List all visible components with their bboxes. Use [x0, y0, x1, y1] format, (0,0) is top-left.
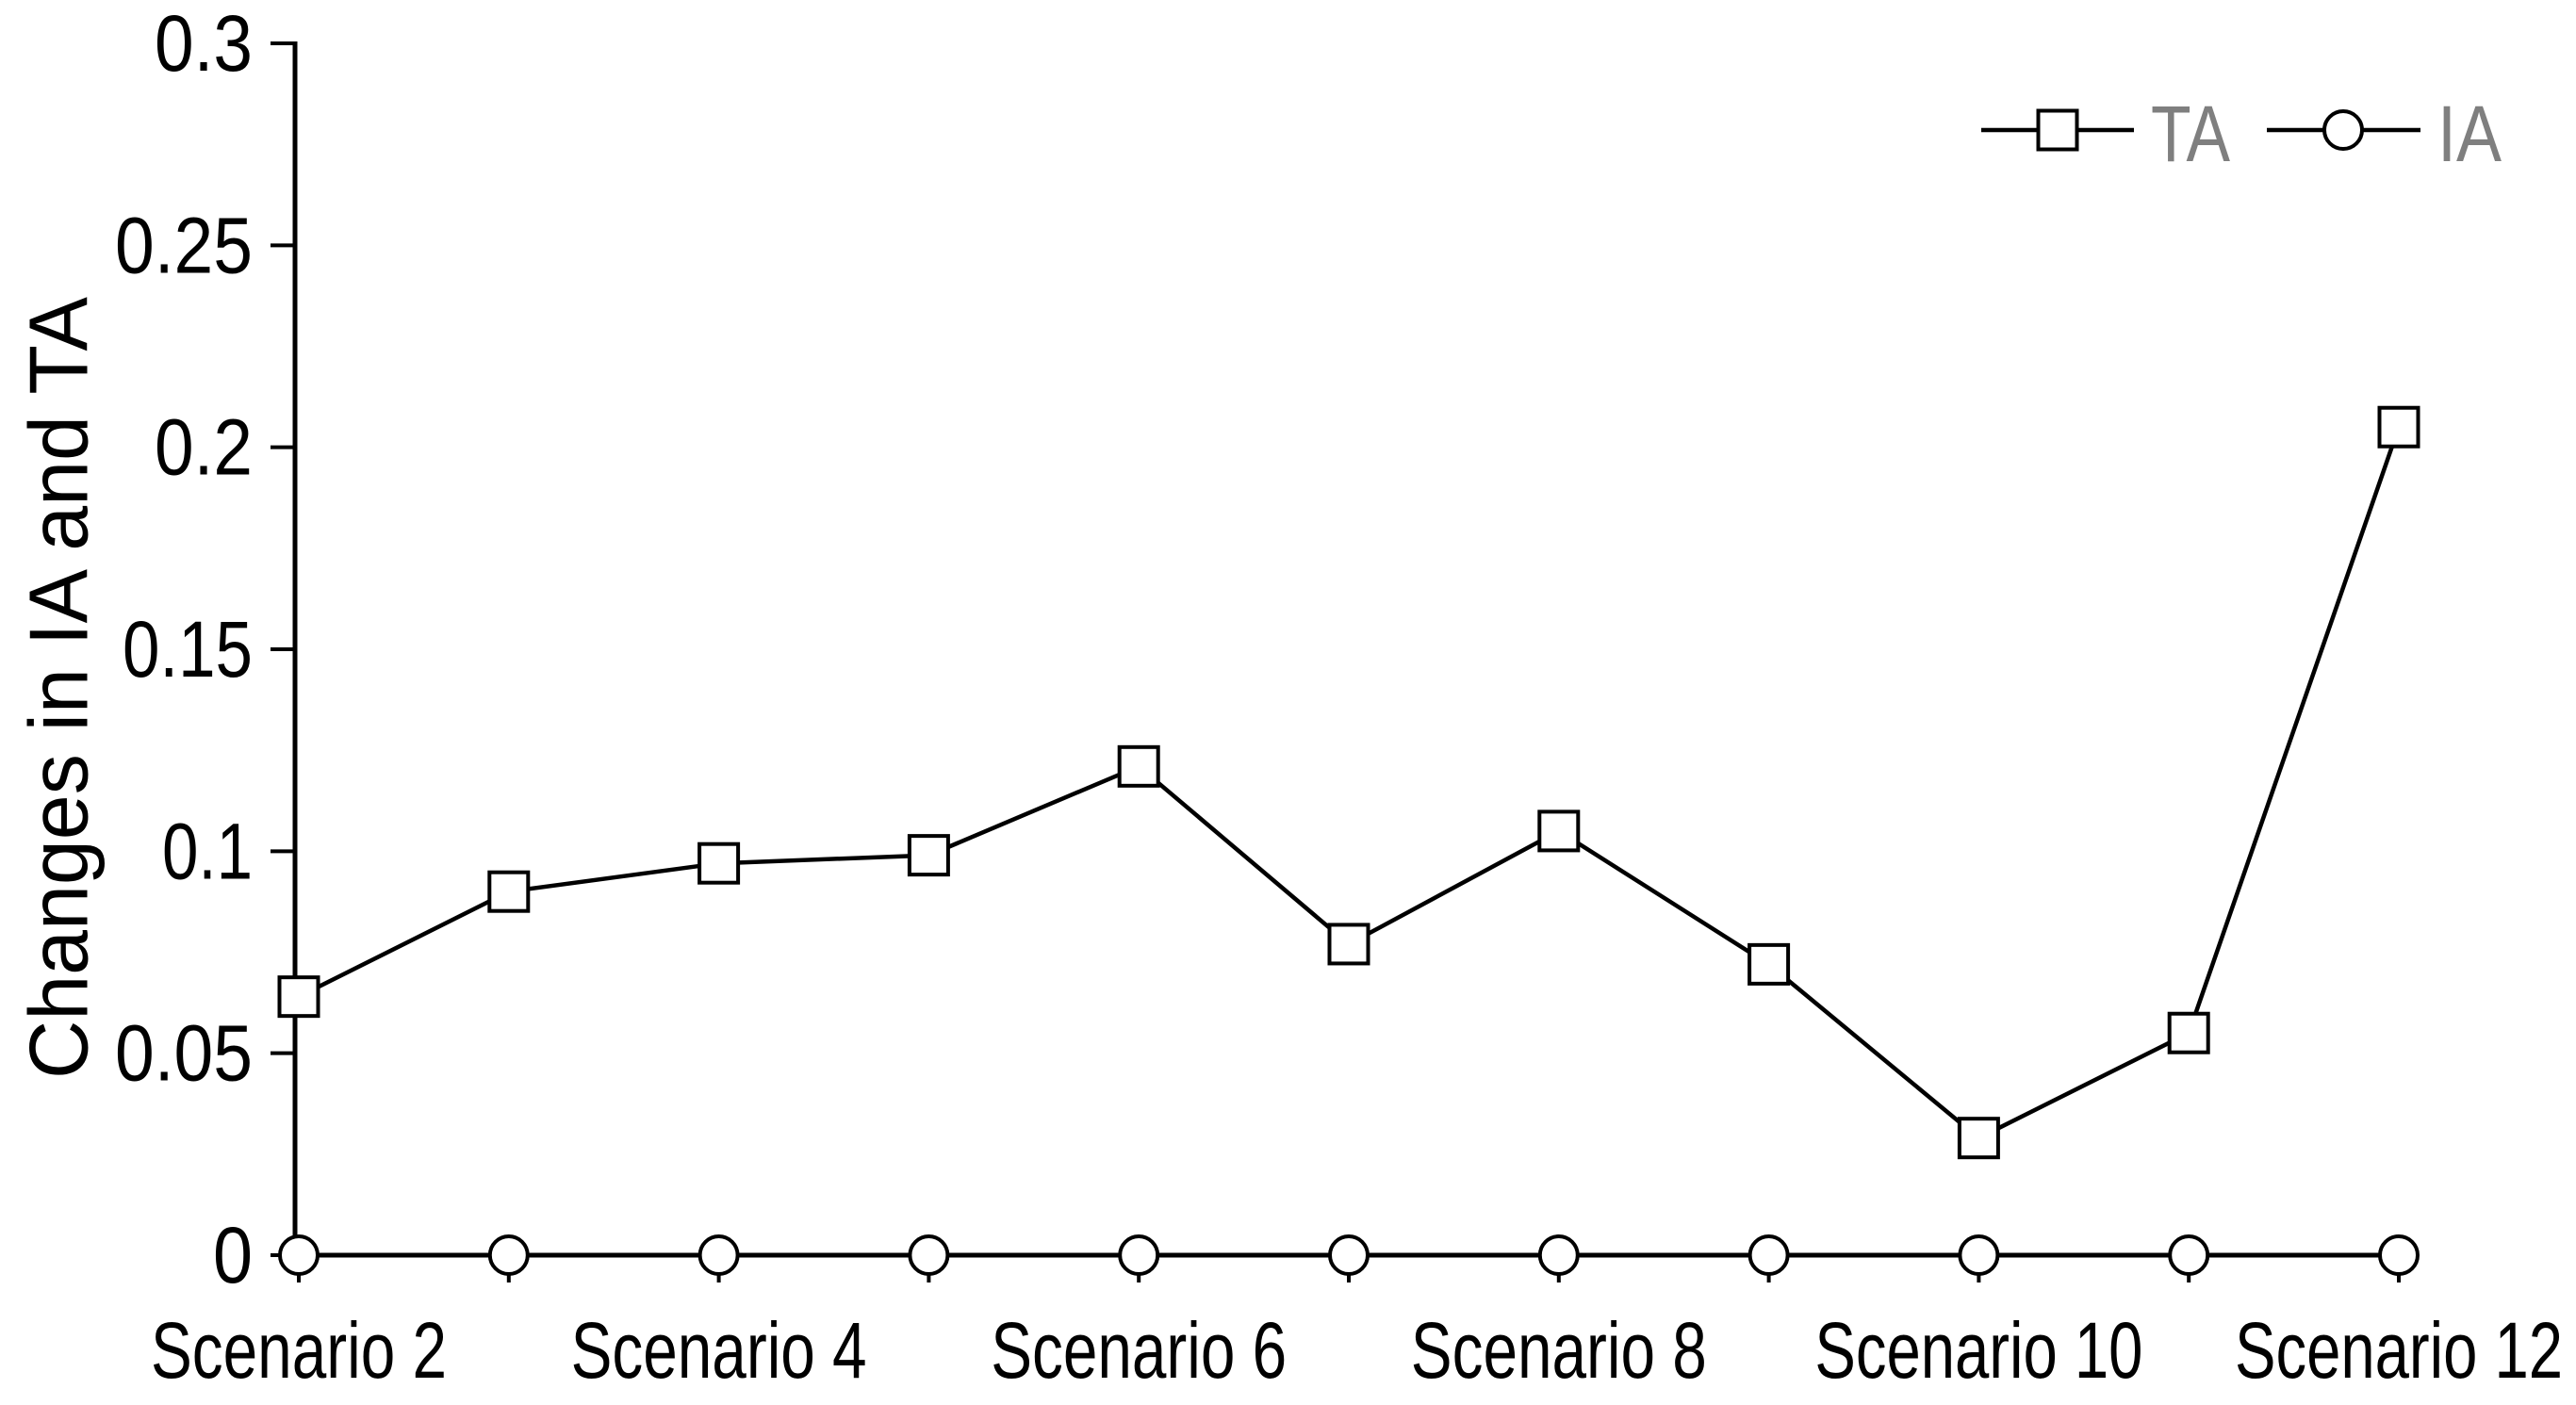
circle-marker-IA — [908, 1234, 950, 1276]
square-marker-TA — [697, 841, 741, 885]
y-tick-label: 0.15 — [123, 605, 253, 694]
circle-marker-IA — [697, 1234, 740, 1276]
square-marker-TA — [907, 834, 950, 877]
legend-item-IA: IA — [2267, 90, 2502, 178]
y-tick-label: 0 — [213, 1211, 253, 1299]
square-marker-TA — [1747, 942, 1791, 986]
circle-marker-IA — [2168, 1234, 2210, 1276]
y-axis-title: Changes in IA and TA — [12, 297, 106, 1079]
legend: TA IA — [1981, 90, 2502, 178]
circle-marker-IA — [1328, 1234, 1370, 1276]
x-tick-label: Scenario 12 — [2235, 1306, 2563, 1395]
circle-marker-IA — [487, 1234, 530, 1276]
square-marker-TA — [1537, 809, 1581, 853]
circle-marker-IA — [1958, 1234, 2000, 1276]
legend-label: TA — [2151, 90, 2230, 178]
y-tick-label: 0.1 — [162, 807, 253, 895]
legend-circle-marker — [2322, 109, 2364, 151]
series-IA — [278, 1234, 2420, 1276]
legend-square-marker — [2036, 108, 2079, 152]
square-marker-TA — [1327, 923, 1370, 966]
x-tick-label: Scenario 2 — [151, 1306, 447, 1395]
circle-marker-IA — [1537, 1234, 1580, 1276]
square-marker-TA — [277, 975, 320, 1019]
series-line-TA — [297, 426, 2402, 1141]
y-tick-label: 0.2 — [155, 403, 253, 492]
y-tick-label: 0.3 — [155, 0, 253, 88]
square-marker-TA — [1957, 1117, 2000, 1160]
x-tick-label: Scenario 4 — [571, 1306, 867, 1395]
circle-marker-IA — [278, 1234, 320, 1276]
square-marker-TA — [1117, 744, 1160, 788]
circle-marker-IA — [2378, 1234, 2420, 1276]
square-marker-TA — [2167, 1011, 2210, 1054]
circle-marker-IA — [1747, 1234, 1790, 1276]
circle-marker-IA — [1118, 1234, 1160, 1276]
y-tick-label: 0.25 — [115, 201, 253, 289]
x-tick-label: Scenario 8 — [1411, 1306, 1707, 1395]
square-marker-TA — [2377, 405, 2420, 449]
square-marker-TA — [487, 870, 531, 913]
x-tick-label: Scenario 10 — [1814, 1306, 2142, 1395]
x-tick-label: Scenario 6 — [991, 1306, 1287, 1395]
legend-label: IA — [2437, 90, 2502, 178]
legend-item-TA: TA — [1981, 90, 2230, 178]
axes: 0 0.05 0.1 0.15 0.2 0.25 0.3 Scenario 2 Scenario… — [12, 0, 2564, 1395]
y-tick-label: 0.05 — [115, 1009, 253, 1098]
series-TA — [277, 405, 2420, 1160]
